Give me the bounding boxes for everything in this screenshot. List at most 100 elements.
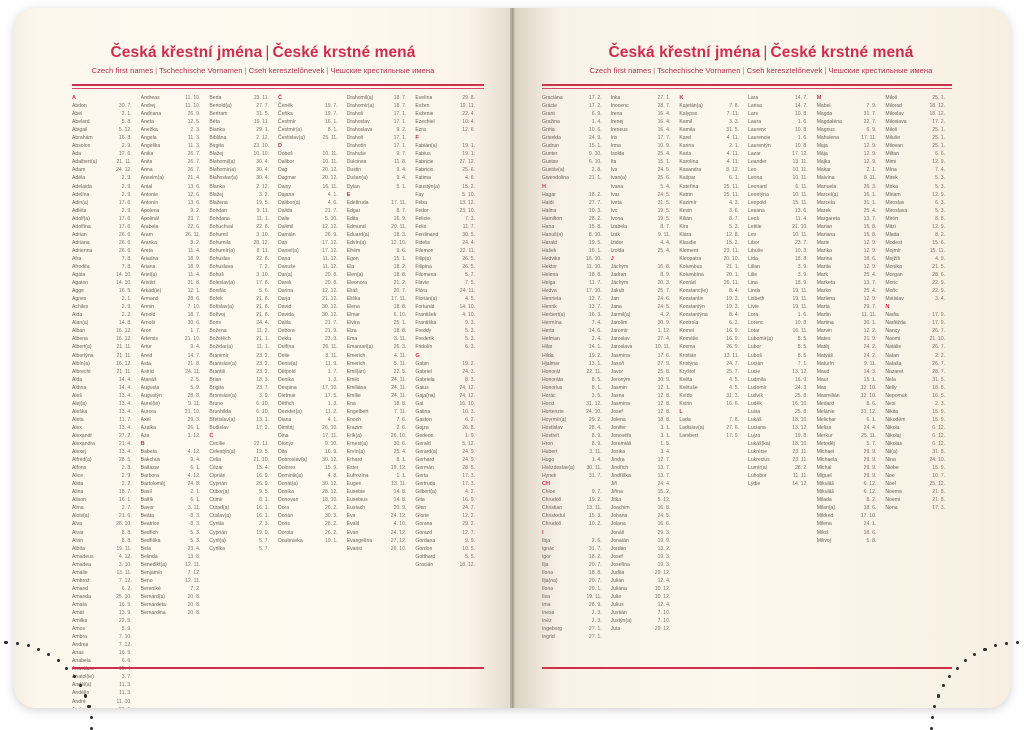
name-label: Dekla — [278, 336, 292, 343]
name-entry: Čeňka 19. 7. — [278, 110, 347, 118]
name-entry: Jasmína 12. 8. — [611, 400, 680, 408]
name-date: 9. 10. — [588, 151, 602, 158]
name-label: Karla — [679, 151, 692, 158]
name-label: Marko — [816, 288, 831, 295]
name-entry: Nikolaj 6. 12. — [885, 432, 954, 440]
name-label: Leoš — [748, 215, 760, 222]
name-entry: Martina 30. 1. — [817, 319, 886, 327]
name-label: Inka — [610, 95, 621, 101]
name-date: 20. 12. — [322, 167, 338, 174]
name-entry: Ferdinand 30. 5. — [415, 231, 484, 239]
name-entry: Hanuš(a) 8. 10. — [542, 231, 611, 239]
name-entry: Božetěch 21. 1. — [209, 335, 278, 343]
name-date: 4. 1. — [327, 416, 338, 423]
name-date: 3. 4. — [660, 449, 671, 456]
name-date: 31. 12. — [860, 408, 877, 415]
name-entry: Mirón 8. 8. — [885, 215, 954, 223]
name-label: Izabela — [610, 223, 628, 230]
name-entry: Mstislav 3. 4. — [885, 295, 954, 303]
letter-heading: L — [679, 408, 748, 416]
name-label: Emerich — [346, 352, 366, 359]
name-entry: Justýn(a) 7. 10. — [611, 617, 680, 625]
name-date: 10. 11. — [792, 191, 808, 198]
name-date: 31. 5. — [726, 127, 740, 134]
name-date: 22. 11. — [253, 441, 270, 448]
name-entry: Andrea 7. 12. — [72, 641, 141, 649]
name-date: 24. 11. — [459, 288, 476, 295]
name-entry: Mates 21. 9. — [817, 335, 886, 343]
name-entry: Kvirin 16. 6. — [679, 400, 748, 408]
name-date: 28. 2. — [794, 465, 808, 472]
name-date: 7. 2. — [259, 263, 270, 270]
name-entry: Ctirad(a) 16. 1. — [209, 504, 278, 512]
name-entry: Kristián 13. 11. — [679, 352, 748, 360]
name-label: Mildred — [816, 513, 834, 520]
name-entry: Gražina 1. 4. — [542, 118, 611, 126]
name-date: 27. 6. — [726, 424, 740, 431]
name-label: Nela — [885, 376, 896, 383]
name-entry: Mark 25. 4. — [817, 271, 886, 279]
letter-heading: CH — [542, 480, 611, 488]
name-date: 9. 9. — [465, 537, 476, 544]
name-entry: Břetislav(a) 13. 1. — [209, 416, 278, 424]
name-label: Adin(a) — [72, 199, 89, 206]
name-entry: Erazim 2. 6. — [347, 424, 416, 432]
name-date: 16. 9. — [324, 449, 338, 456]
name-entry: Luhobor 11. 11. — [748, 472, 817, 480]
name-entry: Adolfína 17. 6. — [72, 223, 141, 231]
name-label: Linda — [748, 288, 761, 295]
name-date: 24. 11. — [391, 376, 407, 383]
name-label: Agaton — [72, 280, 89, 287]
name-date: 11. 2. — [256, 328, 270, 335]
name-entry: Mája 12. 9. — [817, 150, 886, 158]
name-label: Kleopatra — [679, 255, 702, 262]
name-label: Iveta — [610, 199, 622, 206]
letter-heading: F — [415, 134, 484, 142]
name-label: Gita — [415, 497, 425, 504]
name-entry: Elvíra 25. 1. — [347, 319, 416, 327]
name-label: Bereniké — [140, 585, 161, 592]
name-date: 8. 9. — [660, 272, 671, 279]
name-entry: Ena 18. 8. — [347, 400, 416, 408]
name-entry: Filemon 22. 11. — [415, 247, 484, 255]
name-label: Lumír(a) — [748, 465, 768, 472]
name-date: 26. 7. — [932, 328, 946, 335]
name-entry: Majka 12. 9. — [817, 158, 886, 166]
name-date: 6. 1. — [190, 465, 201, 472]
name-entry: Egon 15. 1. — [347, 255, 416, 263]
name-label: Eleonora — [346, 280, 368, 287]
name-label: Čestmír — [278, 119, 296, 126]
name-date: 17. 10. — [860, 513, 877, 520]
name-date: 5. 3. — [935, 183, 946, 190]
name-entry: Kamil 3. 3. — [679, 118, 748, 126]
name-date: 4. 3. — [729, 199, 740, 206]
name-entry: Maja 12. 9. — [817, 142, 886, 150]
name-label: Evženie — [415, 111, 434, 118]
name-date: 26. 10. — [390, 545, 407, 552]
name-date: 12. 9. — [863, 263, 877, 270]
name-entry: Jesika 3. 4. — [611, 448, 680, 456]
name-date: 7. 8. — [121, 263, 132, 270]
name-date: 30. 12. — [322, 312, 338, 319]
name-label: Ctislav(a) — [209, 513, 231, 520]
name-label: Jeremiáš — [610, 441, 632, 448]
name-label: Ivo — [610, 207, 618, 214]
name-entry: Noel 25. 12. — [885, 480, 954, 488]
name-date: 23. 11. — [792, 457, 808, 464]
name-label: Konstantin — [679, 296, 704, 303]
name-date: 25. 4. — [863, 288, 877, 295]
name-label: Bernardeta — [140, 601, 166, 608]
name-date: 6. 2. — [121, 585, 132, 592]
name-date: 26. 10. — [390, 432, 407, 439]
name-entry: Čestmír 16. 1. — [278, 118, 347, 126]
name-date: 19. 7. — [324, 111, 338, 118]
name-date: 1. 7. — [190, 328, 201, 335]
name-entry: Konstantýn 19. 3. — [679, 303, 748, 311]
name-date: 15. 2. — [657, 489, 671, 496]
name-label: Alfons — [72, 465, 87, 472]
name-date: 26. 7. — [187, 151, 201, 158]
name-entry: Kira 5. 3. — [679, 223, 748, 231]
name-entry: Miloslav 18. 12. — [885, 110, 954, 118]
name-entry: Amadea 3. 10. — [72, 561, 141, 569]
name-entry: Leona 10. 11. — [748, 174, 817, 182]
